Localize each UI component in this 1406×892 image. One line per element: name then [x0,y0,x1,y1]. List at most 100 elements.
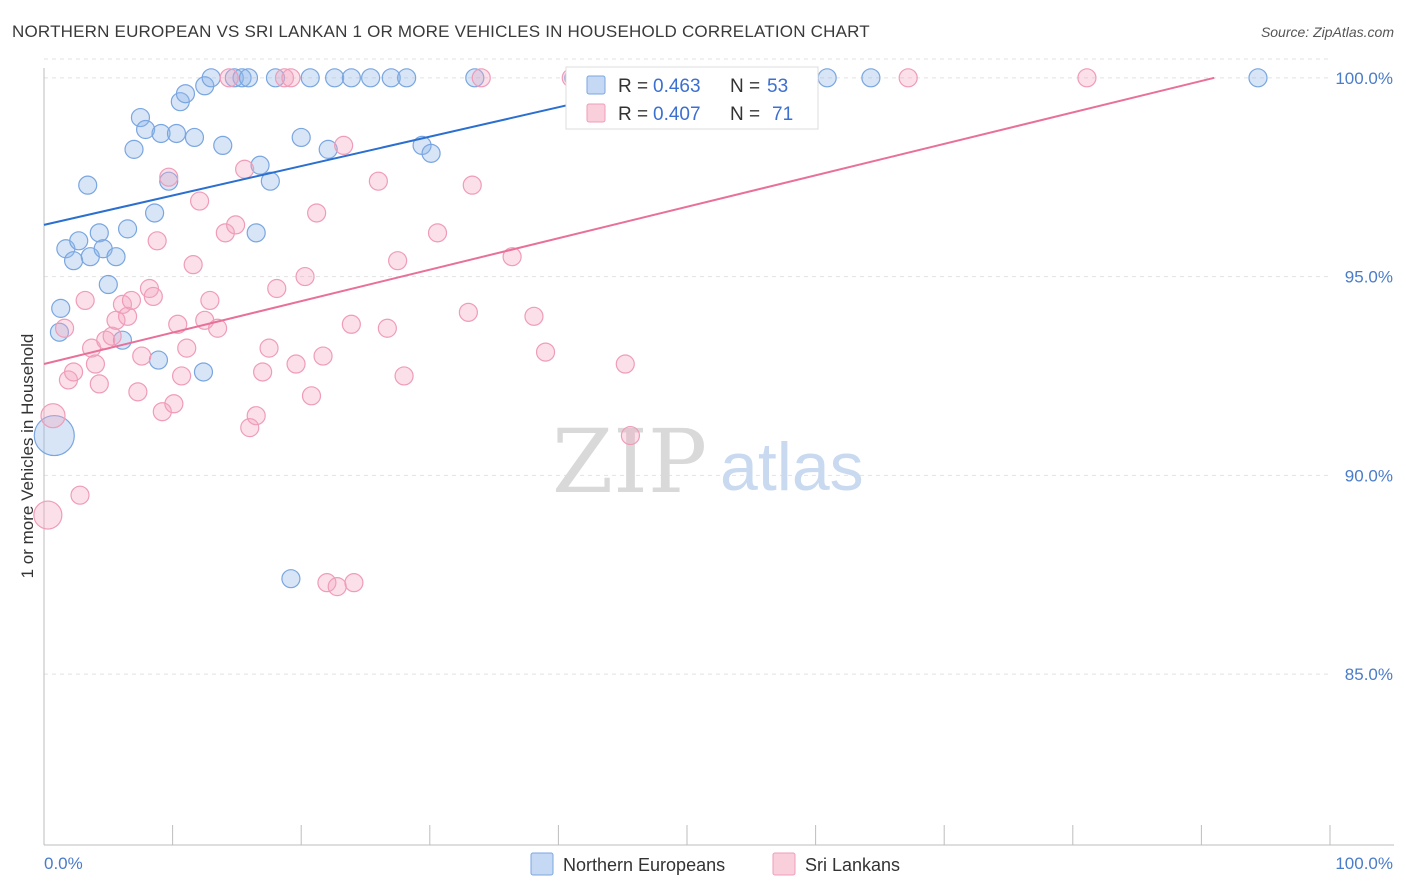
point-northern-european-36 [281,569,301,589]
source-credit: Source: ZipAtlas.com [1260,24,1394,40]
point-sri-lankan-62 [524,306,544,326]
point-northern-european-11 [106,247,126,267]
point-sri-lankan-69 [898,68,918,88]
point-sri-lankan-36 [240,418,260,438]
point-sri-lankan-54 [377,318,397,338]
point-northern-european-42 [361,68,381,88]
point-northern-european-23 [175,84,196,104]
point-sri-lankan-16 [128,382,148,402]
point-northern-european-6 [78,175,98,195]
point-sri-lankan-44 [295,266,315,287]
point-northern-european-13 [117,219,138,239]
point-sri-lankan-52 [344,573,364,593]
series-northern-europeans [33,68,1268,589]
point-northern-european-8 [89,223,109,243]
point-sri-lankan-48 [317,573,337,593]
point-northern-european-37 [291,127,311,148]
point-sri-lankan-8 [85,354,106,374]
x-tick-labels: 0.0% 100.0% [44,854,1393,873]
point-northern-european-32 [246,223,266,243]
chart-title: NORTHERN EUROPEAN VS SRI LANKAN 1 OR MOR… [12,22,870,41]
point-sri-lankan-1 [40,403,66,429]
point-northern-european-5 [69,231,89,251]
point-sri-lankan-49 [327,577,347,597]
point-northern-european-21 [166,123,187,144]
point-sri-lankan-22 [159,167,179,187]
point-northern-european-10 [98,274,118,295]
point-sri-lankan-47 [313,346,333,366]
point-northern-european-40 [325,68,345,88]
point-sri-lankan-24 [168,314,188,334]
point-northern-european-24 [184,127,205,148]
point-sri-lankan-11 [102,326,122,346]
point-sri-lankan-14 [117,306,138,326]
point-northern-european-15 [130,107,151,128]
legend-r-value-0: 0.463 [653,76,701,97]
point-northern-european-19 [151,123,171,144]
point-sri-lankan-20 [147,231,167,251]
legend-bottom-swatch-sri-lankans [772,852,796,876]
point-sri-lankan-33 [219,68,239,88]
point-sri-lankan-25 [172,366,192,386]
point-sri-lankan-35 [235,159,255,179]
y-tick-label-3: 100.0% [1335,69,1393,88]
point-northern-european-14 [124,139,144,159]
point-northern-european-33 [250,155,270,175]
point-sri-lankan-0 [33,500,63,530]
legend-bottom-label-northern-europeans: Northern Europeans [563,855,725,875]
legend-n-value-0: 53 [767,76,788,97]
point-sri-lankan-15 [121,290,142,311]
point-sri-lankan-26 [177,338,197,358]
point-sri-lankan-46 [307,203,327,223]
point-sri-lankan-37 [246,406,266,426]
x-tick-label-0: 0.0% [44,854,83,873]
point-northern-european-41 [341,68,361,88]
point-northern-european-43 [381,68,401,88]
legend-stats: R = 0.463 N = 53 R = 0.407 N = 71 [565,66,819,130]
point-sri-lankan-21 [152,402,172,422]
legend-r-value-1: 0.407 [653,104,701,125]
legend-r-label-0: R = [618,76,648,97]
point-sri-lankan-38 [253,362,273,382]
watermark-atlas: atlas [720,429,864,505]
point-northern-european-16 [135,119,156,140]
point-sri-lankan-63 [535,342,556,362]
point-sri-lankan-30 [200,290,220,311]
point-sri-lankan-2 [54,318,75,338]
point-sri-lankan-61 [502,247,522,267]
point-northern-european-28 [213,135,233,155]
point-sri-lankan-39 [259,338,279,358]
legend-bottom-label-sri-lankans: Sri Lankans [805,855,900,875]
point-sri-lankan-55 [388,251,408,271]
watermark: ZIP atlas [552,410,864,513]
point-sri-lankan-23 [164,394,184,414]
point-sri-lankan-57 [427,223,448,243]
legend-r-label-1: R = [618,104,648,125]
point-northern-european-17 [144,203,165,223]
legend-n-label-1: N = [730,104,760,125]
point-sri-lankan-56 [394,366,414,386]
point-sri-lankan-68 [620,425,641,446]
point-northern-european-52 [1248,68,1268,88]
point-sri-lankan-6 [75,290,95,311]
point-sri-lankan-34 [226,215,246,235]
grid-lines [44,58,1330,675]
point-northern-european-31 [238,68,259,88]
legend-bottom-swatch-northern-europeans [530,852,554,876]
point-northern-european-4 [63,251,84,271]
point-sri-lankan-5 [70,485,90,505]
point-northern-european-2 [51,298,71,318]
point-sri-lankan-60 [471,68,491,88]
point-sri-lankan-42 [281,68,301,88]
point-northern-european-38 [300,68,320,88]
point-sri-lankan-31 [208,318,228,338]
y-axis-label: 1 or more Vehicles in Household [18,334,37,579]
point-sri-lankan-67 [615,354,635,374]
point-sri-lankan-58 [458,302,478,322]
point-sri-lankan-40 [267,278,287,299]
y-tick-labels: 85.0% 90.0% 95.0% 100.0% [1335,69,1393,684]
point-sri-lankan-9 [89,374,109,394]
point-northern-european-47 [465,68,485,88]
trend-line-sri-lankans [43,76,1215,365]
